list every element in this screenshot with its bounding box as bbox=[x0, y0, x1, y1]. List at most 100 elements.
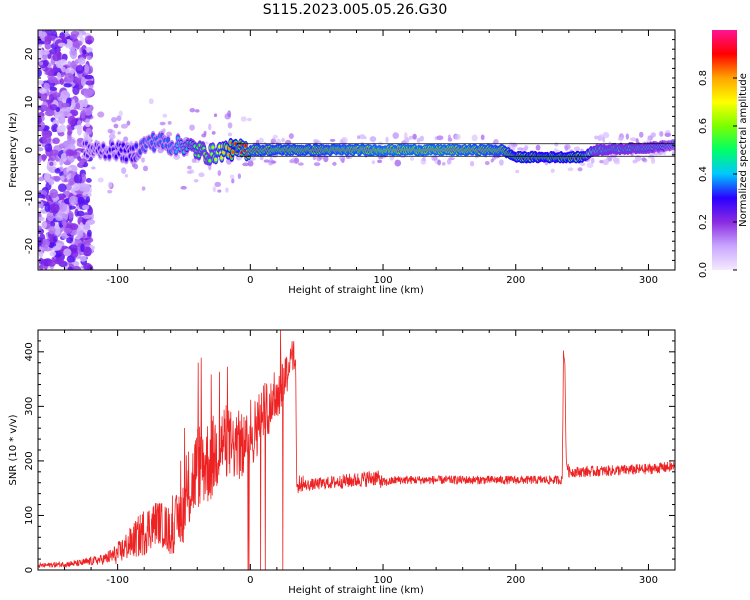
spectrogram-cell bbox=[214, 181, 222, 188]
spectrogram-cell bbox=[41, 154, 46, 162]
spectrogram-cell bbox=[67, 125, 73, 136]
spectrogram-cell bbox=[44, 35, 53, 42]
spectrogram-cell bbox=[189, 108, 196, 113]
spectrogram-cell bbox=[81, 199, 89, 204]
spectrogram-cell bbox=[47, 260, 56, 267]
spectrogram-cell bbox=[517, 147, 524, 151]
spectrogram-cell bbox=[61, 66, 66, 73]
spectrogram-cell bbox=[590, 157, 595, 164]
spectrogram-cell bbox=[38, 115, 42, 125]
spectrogram-cell bbox=[38, 176, 45, 182]
snr-y-ticks: 0 100 200 300 400 bbox=[24, 329, 675, 573]
spectrogram-cell bbox=[650, 132, 656, 138]
spectrogram-cell bbox=[63, 83, 72, 88]
spectrogram-cell bbox=[227, 110, 232, 118]
spectrogram-cell bbox=[212, 186, 217, 193]
spectrogram-cell bbox=[484, 160, 490, 166]
spectrogram-cell bbox=[61, 102, 70, 108]
spectrogram-cell bbox=[647, 135, 651, 141]
spectrogram-cell bbox=[357, 135, 361, 140]
spectrogram-cell bbox=[288, 133, 294, 140]
spectrogram-cell bbox=[40, 258, 51, 267]
y-tick-label: 300 bbox=[24, 397, 35, 416]
spectrogram-cell bbox=[471, 134, 478, 142]
spectrogram-cell bbox=[225, 187, 229, 193]
spectrogram-cell bbox=[101, 144, 105, 148]
spectrogram-cell bbox=[71, 98, 76, 109]
spectrogram-cell bbox=[52, 92, 62, 98]
spectrogram-cell bbox=[573, 146, 581, 152]
spectrogram-cell bbox=[263, 159, 270, 163]
spectrogram-cell bbox=[52, 235, 58, 243]
spectrogram-cell bbox=[44, 203, 51, 213]
spectrogram-cell bbox=[313, 162, 321, 167]
spectrogram-cell bbox=[49, 250, 57, 257]
spectrogram-cell bbox=[49, 161, 54, 167]
colorbar-tick-label: 0.8 bbox=[698, 70, 709, 86]
spectrogram-cell bbox=[447, 134, 452, 141]
colorbar-tick-label: 0.0 bbox=[698, 262, 709, 278]
spectrogram-cell bbox=[85, 39, 93, 45]
spectrogram-cell bbox=[208, 159, 212, 163]
spectrogram-cell bbox=[240, 116, 247, 122]
spectrogram-cell bbox=[162, 113, 168, 118]
spectrogram-cell bbox=[124, 173, 129, 178]
spectrogram-cell bbox=[231, 178, 235, 184]
spectrogram-cell bbox=[412, 133, 417, 140]
spectrogram-cell bbox=[73, 174, 83, 184]
spectrogram-cell bbox=[242, 162, 250, 167]
spectrogram-cell bbox=[84, 63, 90, 74]
spectrogram-cell bbox=[270, 138, 277, 144]
spectrogram-cell bbox=[422, 156, 426, 162]
spectrogram-cell bbox=[82, 204, 90, 210]
y-tick-label: 0 bbox=[24, 567, 35, 573]
spectrogram-cells bbox=[38, 30, 675, 270]
spectrogram-cell bbox=[64, 72, 75, 83]
spectrogram-cell bbox=[85, 118, 91, 124]
spectrogram-y-ticks: -20 -10 0 10 20 bbox=[24, 29, 675, 271]
x-tick-label: -100 bbox=[106, 275, 129, 286]
spectrogram-cell bbox=[54, 225, 61, 236]
spectrogram-cell bbox=[436, 135, 444, 141]
spectrogram-cell bbox=[246, 117, 252, 122]
spectrogram-cell bbox=[60, 90, 70, 100]
spectrogram-cell bbox=[602, 132, 610, 139]
y-tick-label: -10 bbox=[24, 190, 35, 206]
spectrogram-cell bbox=[63, 140, 69, 147]
figure-title: S115.2023.005.05.26.G30 bbox=[263, 2, 448, 18]
spectrogram-plot-area bbox=[38, 30, 675, 270]
x-tick-label: 100 bbox=[373, 575, 392, 586]
spectrogram-cell bbox=[54, 168, 61, 174]
spectrogram-cell bbox=[85, 122, 91, 128]
spectrogram-cell bbox=[40, 238, 50, 249]
spectrogram-cell bbox=[57, 183, 67, 192]
spectrogram-cell bbox=[78, 186, 88, 192]
spectrogram-cell bbox=[55, 212, 65, 222]
spectrogram-cell bbox=[118, 110, 123, 117]
spectrogram-cell bbox=[107, 189, 113, 194]
spectrogram-cell bbox=[80, 243, 85, 253]
spectrogram-cell bbox=[78, 57, 86, 65]
spectrogram-cell bbox=[198, 172, 205, 178]
spectrogram-cell bbox=[244, 144, 248, 148]
spectrogram-cell bbox=[213, 113, 218, 118]
spectrogram-cell bbox=[231, 150, 235, 155]
spectrogram-cell bbox=[237, 173, 242, 179]
spectrogram-cell bbox=[419, 135, 425, 142]
spectrogram-cell bbox=[87, 229, 92, 237]
spectrogram-cell bbox=[108, 133, 116, 140]
spectrogram-cell bbox=[166, 138, 170, 142]
spectrogram-cell bbox=[66, 237, 73, 244]
spectrogram-cell bbox=[121, 167, 127, 174]
spectrogram-cell bbox=[437, 159, 442, 166]
spectrogram-cell bbox=[639, 131, 644, 138]
snr-x-axis-label: Height of straight line (km) bbox=[288, 585, 424, 596]
spectrogram-cell bbox=[54, 257, 64, 265]
spectrogram-cell bbox=[48, 226, 56, 235]
spectrogram-cell bbox=[599, 159, 604, 164]
spectrogram-cell bbox=[42, 59, 49, 67]
spectrogram-cell bbox=[75, 102, 81, 110]
spectrogram-cell bbox=[544, 161, 549, 166]
colorbar-gradient bbox=[712, 30, 737, 270]
spectrogram-cell bbox=[63, 248, 72, 257]
